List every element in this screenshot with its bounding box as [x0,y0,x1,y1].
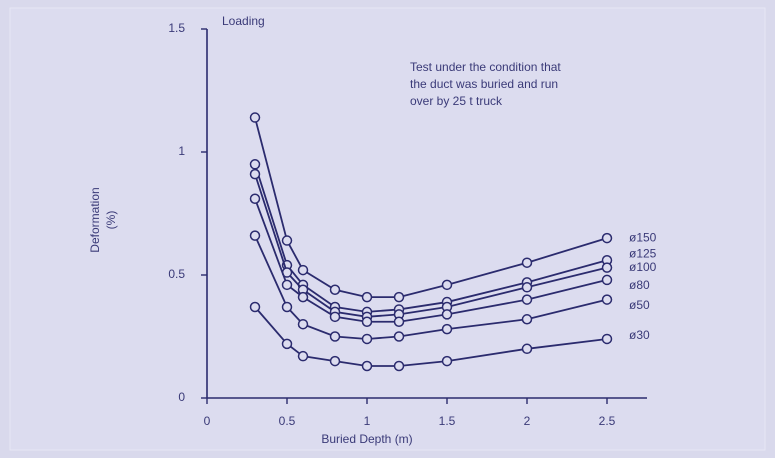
y-tick-label: 0.5 [168,267,185,281]
marker [249,159,261,170]
y-tick-label: 1.5 [168,21,185,35]
marker [249,301,261,313]
series-label: ø80 [629,278,650,292]
marker [281,279,293,291]
marker [521,257,533,268]
y-axis-label: (%) [104,211,118,230]
panel [9,7,766,451]
marker [249,193,261,204]
annotation: the duct was buried and run [410,77,558,91]
marker [441,323,453,335]
marker [361,316,373,327]
y-tick-label: 1 [178,144,185,158]
marker [297,350,309,362]
marker [281,338,293,350]
axis-top-label: Loading [222,14,265,28]
marker [297,264,309,276]
marker [393,360,405,372]
annotation: Test under the condition that [410,60,561,74]
marker [361,291,373,303]
marker [441,279,453,291]
x-axis-label: Buried Depth (m) [321,432,412,446]
y-tick-label: 0 [178,390,185,404]
marker [601,232,613,244]
x-tick-label: 0 [204,414,211,428]
marker [441,309,453,320]
marker [361,360,373,372]
marker [329,311,341,323]
x-tick-label: 1.5 [439,414,456,428]
marker [329,355,341,367]
series-label: ø30 [629,328,650,342]
marker [393,331,405,342]
x-tick-label: 1 [364,414,371,428]
marker [393,316,405,327]
series-label: ø50 [629,298,650,312]
marker [521,314,533,325]
marker [521,294,533,305]
x-tick-label: 2 [524,414,531,428]
series-label: ø150 [629,230,657,244]
marker [249,112,261,123]
marker [521,343,533,355]
series-label: ø100 [629,260,657,274]
marker [281,235,293,246]
marker [297,318,309,330]
marker [601,274,613,286]
x-tick-label: 0.5 [279,414,296,428]
marker [441,355,453,367]
marker [297,291,309,303]
marker [249,230,261,241]
marker [601,333,613,345]
marker [601,262,613,273]
marker [393,291,405,303]
marker [329,331,341,342]
series-label: ø125 [629,246,657,260]
marker [249,168,261,180]
y-axis-label: Deformation [88,187,102,252]
marker [361,333,373,345]
x-tick-label: 2.5 [599,414,616,428]
marker [281,301,293,313]
marker [521,282,533,293]
marker [329,284,341,296]
marker [601,294,613,305]
annotation: over by 25 t truck [410,94,503,108]
